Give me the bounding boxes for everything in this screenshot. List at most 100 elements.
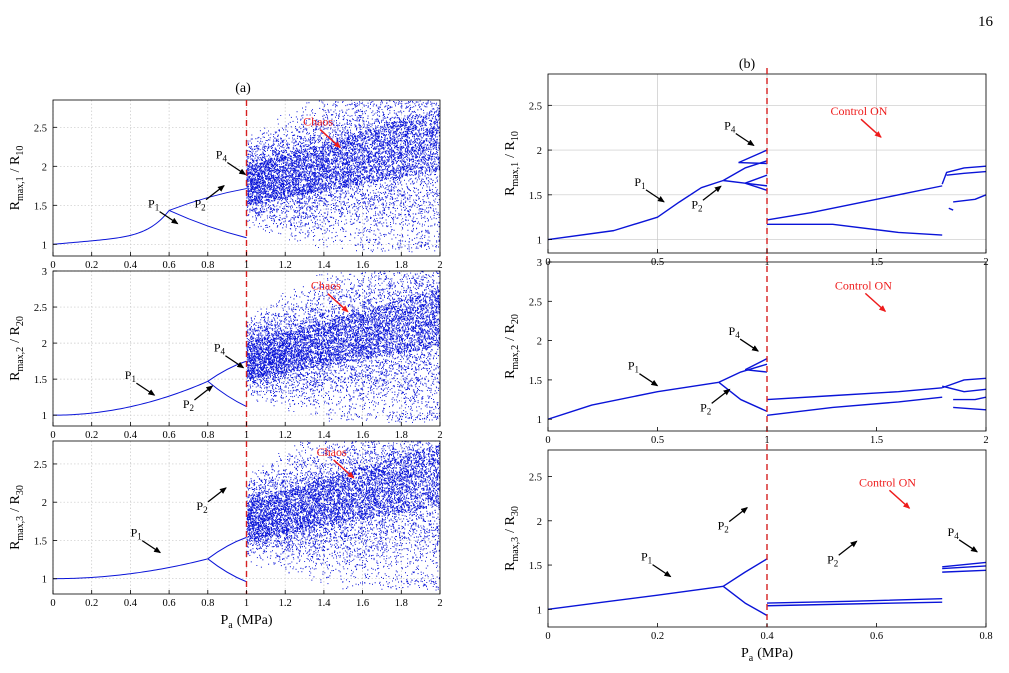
series-branch (942, 385, 986, 393)
annotation-main: P (948, 525, 955, 539)
x-tick-label: 0.8 (201, 598, 214, 609)
x-tick-label: 1 (244, 598, 249, 609)
annotation-p2: P2 (718, 519, 729, 535)
y-tick-label: 2.5 (34, 123, 47, 134)
annotation-main: P (196, 499, 203, 513)
annotation-p2: P2 (691, 197, 702, 213)
x-tick-label: 0.8 (201, 430, 214, 441)
annotation-arrow-red (864, 292, 887, 313)
annotation-main: P (827, 552, 834, 566)
annotation-main: P (216, 148, 223, 162)
x-tick-label: 0.8 (979, 631, 992, 642)
y-axis-label-tail-sub: 20 (15, 316, 26, 326)
annotation-arrow (136, 382, 156, 396)
annotation-sub: 2 (698, 203, 703, 213)
series-branch (953, 396, 986, 401)
annotation-arrow-red (860, 118, 882, 138)
x-tick-label: 0.4 (124, 260, 138, 271)
annotation-sub: 1 (641, 181, 646, 191)
annotation-main: P (700, 400, 707, 414)
annotation-arrow-red (888, 489, 911, 509)
x-tick-label: 1.2 (279, 260, 292, 271)
x-tick-label: 0.5 (651, 435, 664, 446)
x-axis-label-main: P (741, 646, 749, 661)
x-tick-label: 2 (437, 598, 442, 609)
annotation-arrow (207, 487, 227, 503)
x-tick-label: 1 (764, 257, 769, 268)
annotation-p1: P1 (131, 526, 142, 542)
page-number: 16 (978, 14, 993, 30)
y-tick-label: 1.5 (529, 191, 542, 202)
annotation-arrow (735, 132, 755, 147)
annotation-arrow (226, 161, 247, 176)
x-tick-label: 1.8 (395, 430, 408, 441)
y-tick-label: 2 (537, 146, 542, 157)
x-tick-label: 0.6 (163, 430, 176, 441)
x-tick-label: 0.8 (201, 260, 214, 271)
x-tick-label: 0.2 (651, 631, 664, 642)
chaos-dense-band (246, 288, 440, 380)
series-branch (207, 380, 247, 407)
y-axis-label-sub: max,2 (15, 347, 26, 372)
annotation-sub: 1 (131, 374, 136, 384)
annotation-chaos: Chaos (303, 115, 333, 129)
x-tick-label: 1.6 (356, 430, 369, 441)
y-axis-label-tail: / R (503, 140, 518, 157)
x-tick-label: 0 (50, 598, 55, 609)
annotation-arrow (205, 185, 225, 201)
series-branch (953, 406, 986, 411)
series-branch (548, 585, 724, 610)
annotation-sub: 4 (222, 154, 227, 164)
panel-a-label: (a) (235, 81, 251, 96)
chaos-dense-band (246, 107, 440, 205)
panel-b-label: (b) (739, 57, 756, 72)
annotation-p2: P2 (196, 499, 207, 515)
annotation-arrow (958, 539, 978, 553)
annotation-arrow (702, 185, 722, 201)
series-branch (766, 185, 943, 221)
x-tick-label: 1.6 (356, 260, 369, 271)
y-axis-label-tail-sub: 10 (15, 146, 26, 156)
chart-a2: 0 0.2 0.4 0.6 0.8 1 1.2 1.4 1.6 1.8 2 1 1.5 2 2.5 3 Rmax… (8, 267, 443, 441)
y-axis-label-main: R (8, 540, 23, 550)
series-branch (941, 165, 986, 185)
annotation-p1: P1 (628, 359, 639, 375)
y-axis-label-sub: max,2 (510, 345, 521, 370)
y-tick-label: 1.5 (529, 376, 542, 387)
chaos-scatter (246, 100, 440, 253)
annotation-main: P (214, 341, 221, 355)
annotation-arrow-red (333, 459, 355, 479)
annotation-p2: P2 (194, 197, 205, 213)
annotation-main: P (691, 197, 698, 211)
annotation-sub: 2 (834, 558, 839, 568)
y-tick-label: 2 (537, 517, 542, 528)
series-branch (942, 565, 986, 570)
series-branch (766, 601, 943, 607)
data-layer (53, 441, 440, 591)
y-tick-label: 3 (42, 267, 47, 278)
annotation-sub: 2 (201, 203, 206, 213)
series-branch (946, 170, 986, 176)
annotation-p2: P2 (183, 397, 194, 413)
y-axis-label: Rmax,2 / R20 (503, 314, 521, 379)
series-branch (767, 223, 943, 236)
x-tick-label: 0.4 (760, 631, 774, 642)
y-tick-label: 2.5 (34, 303, 47, 314)
annotation-p4: P4 (216, 148, 228, 164)
data-layer (548, 149, 986, 241)
y-tick-label: 1 (537, 415, 542, 426)
x-tick-label: 1 (244, 430, 249, 441)
y-axis-label-tail: / R (503, 323, 518, 340)
x-tick-label: 1.2 (279, 598, 292, 609)
annotation-sub: 2 (190, 403, 195, 413)
annotation-arrow (728, 507, 748, 523)
annotation-chaos: Chaos (311, 279, 341, 293)
series-branch (718, 363, 768, 383)
annotation-main: P (194, 197, 201, 211)
chart-a3: 0 0.2 0.4 0.6 0.8 1 1.2 1.4 1.6 1.8 2 1 1.5 2 2.5 Rmax,… (8, 440, 443, 631)
y-axis-label: Rmax,3 / R30 (503, 506, 521, 571)
series-branch (744, 182, 768, 192)
y-axis-label-sub: max,3 (510, 537, 521, 562)
